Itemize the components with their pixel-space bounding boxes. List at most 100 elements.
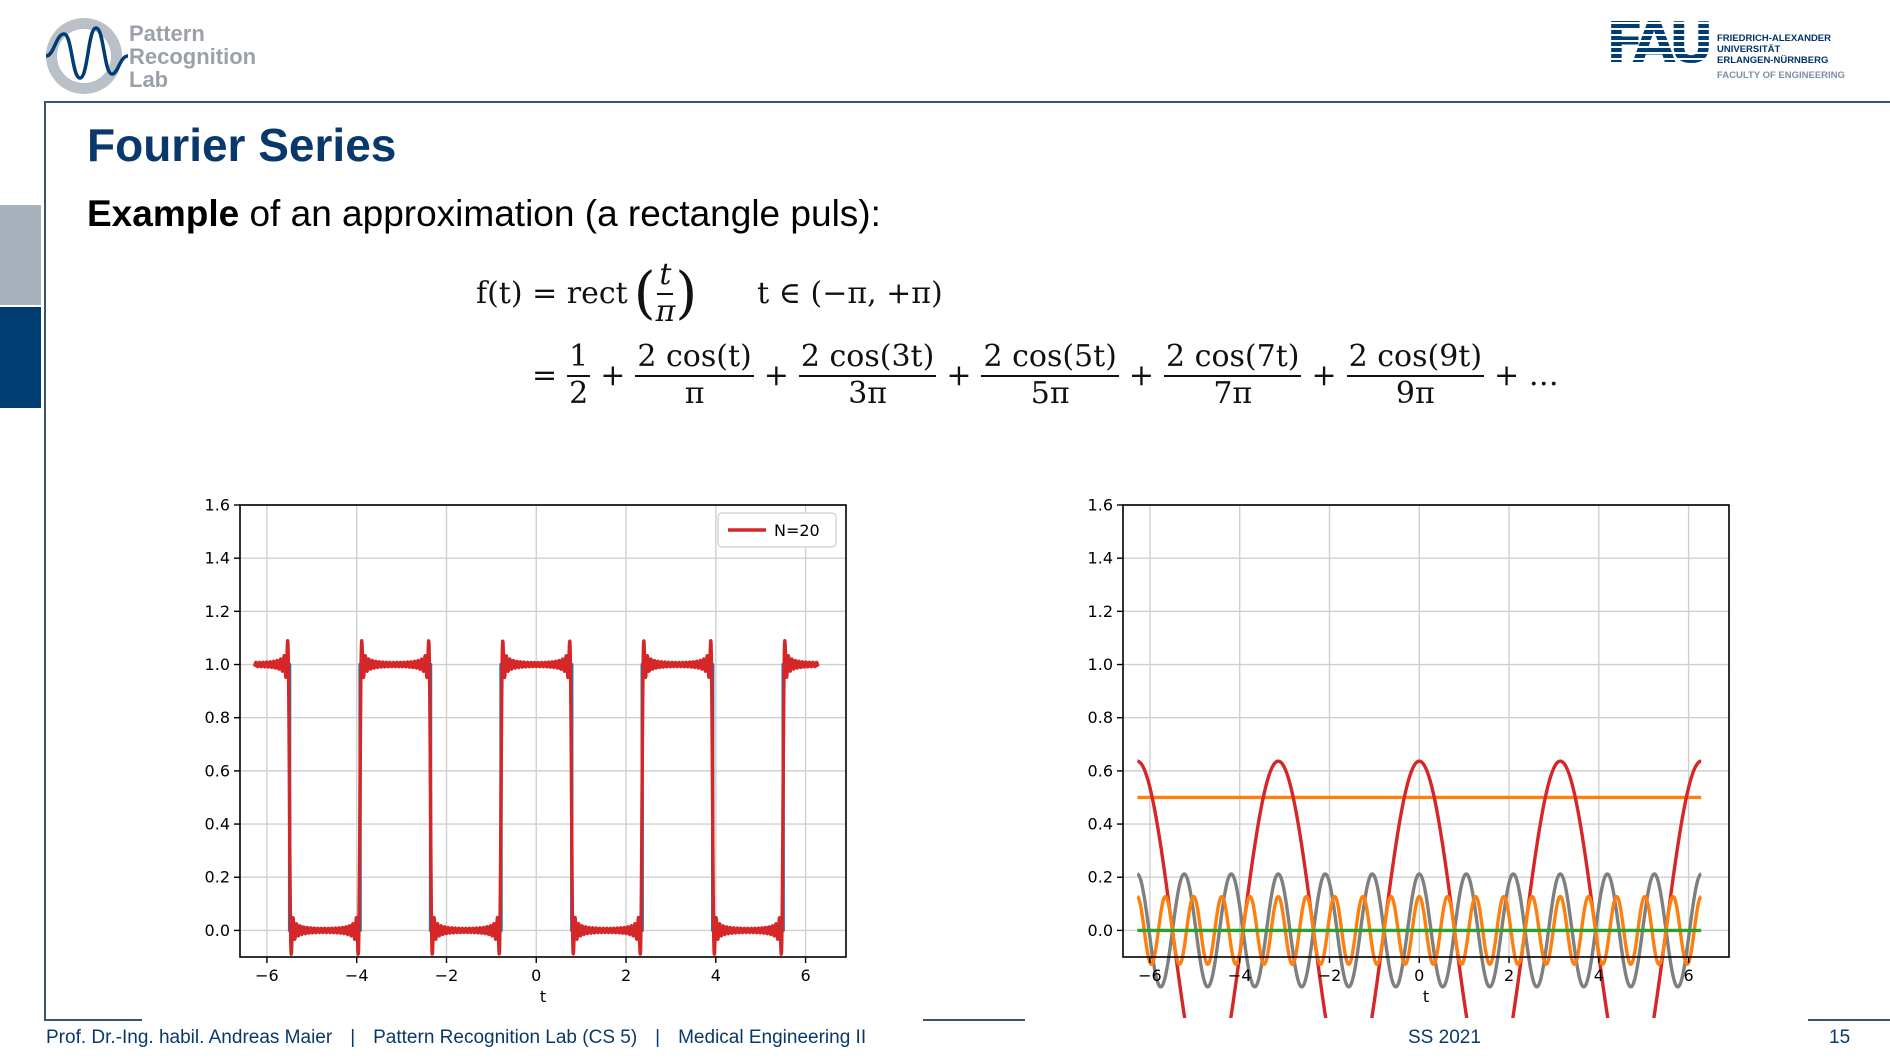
lab-logo-line: Recognition	[129, 44, 257, 69]
y-tick-label: 1.2	[1088, 602, 1113, 621]
series-line-3	[1135, 894, 1703, 966]
y-tick-label: 0.2	[205, 868, 230, 887]
series-ellipsis: + …	[1494, 358, 1559, 393]
page-number: 15	[1829, 1027, 1851, 1048]
equation-fraction: t π	[655, 257, 676, 329]
term-numerator: 2 cos(3t)	[798, 339, 937, 377]
frame-left-rule	[44, 101, 46, 1021]
paren-left-icon: (	[633, 260, 656, 326]
x-tick-label: 6	[801, 966, 811, 985]
faculty-name: FACULTY OF ENGINEERING	[1717, 70, 1845, 81]
x-tick-label: 2	[1504, 966, 1514, 985]
plot-frame	[239, 504, 847, 958]
x-tick-label: −2	[1318, 966, 1342, 985]
lab-logo-text: Pattern Recognition Lab	[129, 22, 256, 91]
term-denominator: 2	[569, 375, 589, 411]
university-name: FRIEDRICH-ALEXANDER UNIVERSITÄT ERLANGEN…	[1717, 33, 1831, 66]
side-tab-active	[0, 307, 41, 408]
series-line-1	[252, 639, 820, 956]
y-tick-label: 1.0	[205, 655, 230, 674]
term-numerator: 2 cos(9t)	[1346, 339, 1485, 377]
y-tick-label: 0.4	[1088, 815, 1113, 834]
x-axis-label: t	[540, 987, 546, 1006]
plus-sign: +	[600, 358, 626, 393]
x-tick-label: 0	[1414, 966, 1424, 985]
y-tick-label: 0.2	[1088, 868, 1113, 887]
x-tick-label: −2	[435, 966, 459, 985]
x-tick-label: 0	[531, 966, 541, 985]
x-tick-label: −4	[1228, 966, 1252, 985]
x-tick-label: 2	[621, 966, 631, 985]
plus-sign: +	[763, 358, 789, 393]
y-tick-label: 1.4	[1088, 549, 1113, 568]
subtitle-emphasis: Example	[87, 193, 240, 234]
chart-legend: N=20	[717, 512, 837, 548]
lab-logo-line: Pattern	[129, 21, 205, 46]
x-axis-label: t	[1423, 987, 1429, 1006]
term-numerator: 1	[567, 339, 591, 377]
y-tick-label: 0.4	[205, 815, 230, 834]
y-tick-label: 1.6	[205, 496, 230, 515]
y-tick-label: 1.0	[1088, 655, 1113, 674]
y-tick-label: 1.6	[1088, 496, 1113, 515]
series-term: 2 cos(9t) 9π	[1346, 339, 1485, 411]
legend-box	[717, 512, 837, 548]
fau-logo-icon: FAU	[1606, 18, 1714, 64]
y-tick-label: 0.8	[1088, 708, 1113, 727]
term-denominator: 5π	[1030, 375, 1070, 411]
subtitle-text: of an approximation (a rectangle puls):	[239, 193, 881, 234]
plus-sign: +	[1311, 358, 1337, 393]
term-denominator: π	[684, 375, 705, 411]
footer-course: Medical Engineering II	[678, 1027, 867, 1048]
term-denominator: 3π	[848, 375, 887, 411]
equation-domain: t ∈ (−π, +π)	[757, 276, 943, 311]
plus-sign: +	[946, 358, 972, 393]
equation-definition: f(t) = rect ( t π ) t ∈ (−π, +π)	[476, 257, 943, 329]
plus-sign: +	[1128, 358, 1155, 393]
term-numerator: 2 cos(7t)	[1164, 339, 1302, 377]
footer-term: SS 2021	[1408, 1027, 1481, 1048]
x-tick-label: 4	[711, 966, 721, 985]
slide-title: Fourier Series	[87, 119, 397, 171]
equation-lhs: f(t) = rect	[476, 276, 628, 311]
slide-subtitle: Example of an approximation (a rectangle…	[87, 193, 881, 235]
term-denominator: 9π	[1395, 375, 1435, 411]
footer-lab: Pattern Recognition Lab (CS 5)	[373, 1027, 638, 1048]
pattern-recognition-lab-logo-icon	[45, 18, 128, 94]
y-tick-label: 0.0	[1088, 921, 1113, 940]
y-tick-label: 0.8	[205, 708, 230, 727]
y-tick-label: 0.0	[205, 921, 230, 940]
x-tick-label: −6	[255, 966, 279, 985]
y-tick-label: 0.6	[205, 761, 230, 780]
x-tick-label: −4	[345, 966, 369, 985]
footer-separator: |	[655, 1027, 661, 1048]
footer-author: Prof. Dr.-Ing. habil. Andreas Maier	[46, 1027, 333, 1048]
term-denominator: 7π	[1213, 375, 1253, 411]
series-line-1	[1135, 759, 1703, 1018]
term-numerator: 2 cos(t)	[635, 339, 754, 377]
y-tick-label: 1.2	[205, 602, 230, 621]
university-name-line: ERLANGEN-NÜRNBERG	[1717, 55, 1829, 66]
fraction-denominator: π	[655, 293, 676, 329]
university-name-line: UNIVERSITÄT	[1717, 44, 1781, 55]
chart-rectangle-approximation: −6 −4 −2 0 2 4 6 0.0 0.2 0.4 0.6 0.8 1.0 1.2 1.4 1.6 t N=…	[205, 496, 847, 1006]
x-tick-label: 6	[1684, 966, 1694, 985]
series-term: 2 cos(t) π	[635, 339, 754, 411]
footer-rule	[923, 1019, 1025, 1021]
lab-logo-line: Lab	[129, 67, 169, 92]
series-term: 2 cos(7t) 7π	[1164, 339, 1302, 411]
y-tick-label: 0.6	[1088, 761, 1113, 780]
side-tab-inactive	[0, 205, 41, 305]
x-tick-label: 4	[1594, 966, 1604, 985]
footer: Prof. Dr.-Ing. habil. Andreas Maier | Patt…	[46, 1027, 866, 1049]
x-tick-label: −6	[1138, 966, 1162, 985]
university-name-line: FRIEDRICH-ALEXANDER	[1717, 33, 1831, 44]
chart-series-components: −6 −4 −2 0 2 4 6 0.0 0.2 0.4 0.6 0.8 1.0 1.2 1.4 1.6 t	[1088, 496, 1730, 1018]
fraction-numerator: t	[657, 257, 674, 295]
legend-label: N=20	[774, 521, 820, 540]
series-line-2	[1135, 872, 1703, 989]
plot-frame	[1122, 504, 1730, 958]
footer-rule	[46, 1019, 142, 1021]
term-numerator: 2 cos(5t)	[981, 339, 1119, 377]
